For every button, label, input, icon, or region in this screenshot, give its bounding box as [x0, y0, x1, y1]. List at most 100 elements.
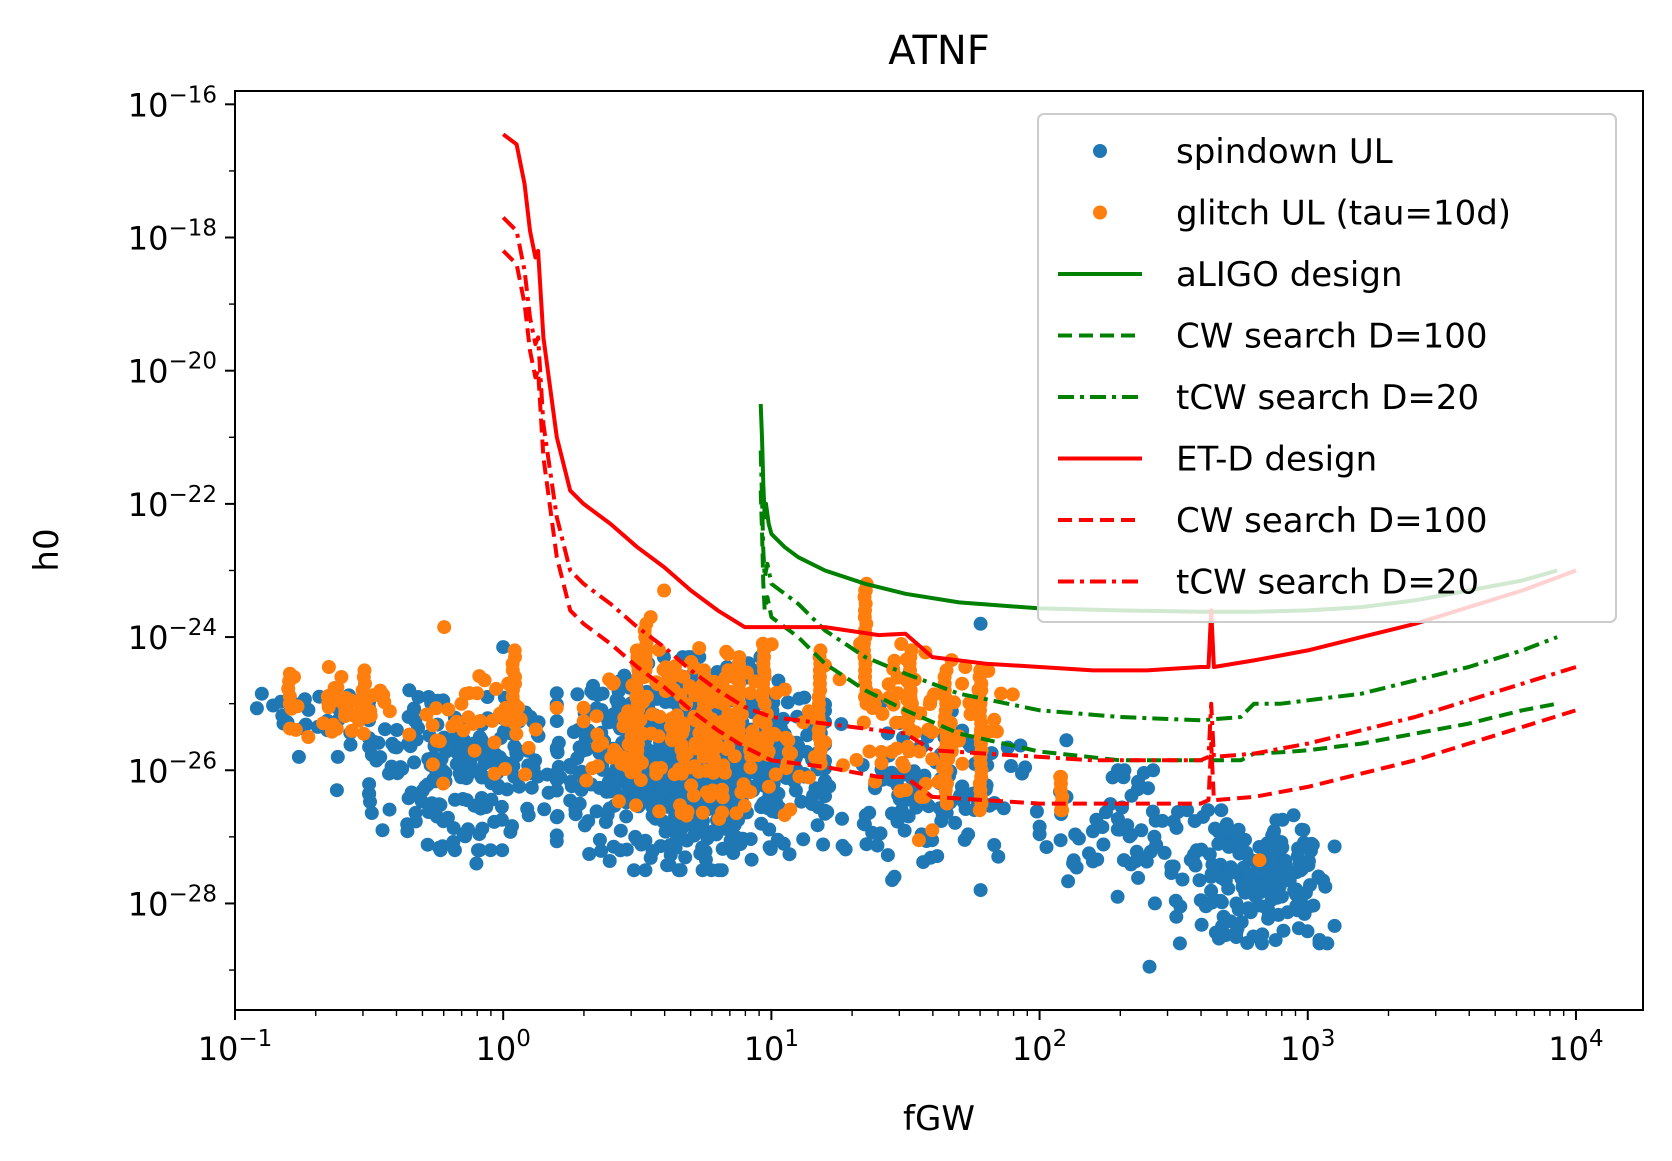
data-point [592, 832, 607, 847]
data-point [581, 814, 596, 829]
data-point [576, 700, 591, 715]
data-point [722, 816, 737, 831]
data-point [788, 783, 803, 798]
data-point [455, 739, 470, 754]
data-point [1229, 930, 1244, 945]
data-point [1061, 874, 1076, 889]
data-point [663, 848, 678, 862]
data-point [816, 837, 831, 852]
data-point [440, 810, 455, 825]
data-point [873, 826, 888, 841]
data-point [695, 863, 710, 878]
data-point [885, 873, 900, 888]
data-point [551, 759, 566, 774]
data-point [1275, 812, 1290, 827]
data-point [902, 744, 917, 759]
data-point [356, 726, 371, 741]
plot-frame [234, 90, 1644, 1011]
legend-label: ET-D design [1176, 440, 1377, 480]
data-point [301, 702, 316, 717]
data-point [1189, 843, 1204, 858]
data-point [973, 616, 988, 631]
data-point [378, 722, 392, 737]
data-point [528, 722, 543, 737]
data-point [862, 744, 877, 759]
data-point [721, 739, 736, 754]
y-axis-label: h0 [27, 528, 67, 571]
data-point [1166, 814, 1181, 829]
data-point [491, 781, 506, 796]
data-point [1217, 824, 1232, 839]
data-point [916, 855, 931, 870]
y-tick-label: 10−20 [128, 349, 217, 391]
data-point [520, 801, 535, 816]
data-point [1142, 959, 1157, 974]
data-point [744, 852, 759, 867]
data-point [760, 727, 775, 742]
data-point [362, 777, 377, 792]
x-axis-label: fGW [903, 1099, 975, 1139]
data-point [425, 718, 440, 733]
data-point [602, 784, 617, 799]
data-point [728, 834, 743, 849]
data-point [1303, 843, 1318, 858]
x-tick-label: 101 [744, 1026, 799, 1068]
data-point [456, 827, 471, 842]
data-point [474, 733, 489, 748]
data-point [369, 753, 384, 768]
data-point [1187, 814, 1202, 829]
data-point [707, 756, 722, 771]
data-point [856, 816, 871, 831]
data-point [633, 773, 648, 788]
data-point [961, 827, 976, 842]
data-point [652, 709, 667, 724]
data-point [616, 719, 631, 734]
data-point [687, 828, 702, 843]
data-point [805, 797, 819, 811]
data-point [549, 783, 564, 798]
data-point [955, 676, 970, 691]
data-point [874, 756, 889, 771]
legend-label: tCW search D=20 [1176, 563, 1479, 603]
data-point [1216, 909, 1231, 924]
data-point [655, 782, 670, 797]
data-point [1202, 896, 1217, 911]
data-point [467, 798, 482, 813]
data-point [856, 715, 871, 730]
data-point [734, 785, 749, 800]
data-point [1032, 819, 1047, 834]
legend-label: aLIGO design [1176, 255, 1403, 295]
data-point [849, 753, 864, 767]
data-point [609, 746, 624, 761]
data-point [666, 728, 681, 743]
data-point [1068, 827, 1083, 842]
data-point [441, 702, 456, 717]
data-point [769, 796, 784, 811]
data-point [1169, 909, 1184, 924]
data-point [1089, 812, 1104, 827]
data-point [1145, 804, 1160, 819]
data-point [432, 797, 446, 812]
data-point [420, 837, 435, 852]
data-point [714, 863, 729, 878]
data-point [1212, 925, 1227, 939]
data-point [624, 765, 639, 780]
data-point [400, 824, 415, 839]
data-point [1053, 833, 1068, 848]
data-point [780, 695, 795, 710]
data-point [456, 766, 471, 780]
legend-label: CW search D=100 [1176, 317, 1487, 357]
data-point [1015, 766, 1029, 781]
data-point [362, 739, 377, 754]
data-point [432, 840, 447, 855]
data-point [684, 655, 699, 669]
data-point [395, 761, 410, 776]
data-point [595, 736, 610, 751]
data-point [1096, 837, 1111, 852]
data-point [402, 683, 417, 698]
data-point [679, 808, 694, 823]
data-point [471, 843, 485, 858]
data-point [497, 724, 511, 739]
data-point [1147, 829, 1162, 844]
data-point [925, 833, 940, 848]
